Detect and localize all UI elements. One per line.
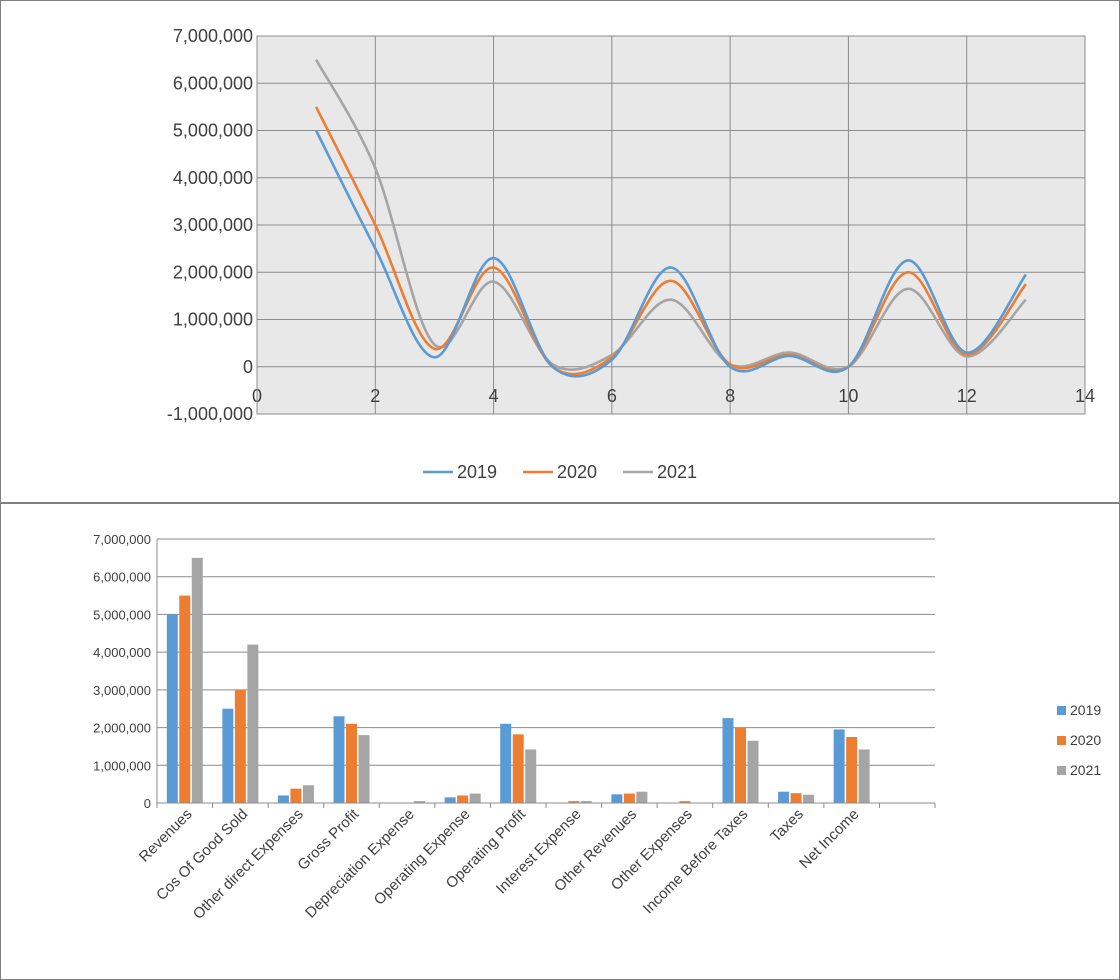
bar-2019-10 (722, 718, 734, 803)
bar-chart-panel: 0 1,000,000 2,000,000 3,000,000 4,000,000 5,0… (0, 503, 1120, 980)
y-tick-label: 4,000,000 (93, 645, 151, 660)
category-label: Revenues (136, 806, 196, 866)
bar-2021-12 (858, 749, 870, 803)
bar-2020-1 (234, 689, 246, 803)
category-label: Operating Expense (371, 806, 474, 909)
category-label: Other direct Expenses (190, 806, 307, 923)
bar-2019-8 (611, 794, 623, 803)
y-tick-label: 5,000,000 (173, 121, 253, 141)
x-tick-label: 4 (489, 386, 499, 406)
bar-2021-1 (247, 644, 259, 803)
bar-2020-9 (679, 801, 691, 803)
bar-2021-10 (747, 740, 759, 803)
bar-2021-4 (414, 801, 426, 803)
category-label: Net Income (796, 806, 862, 872)
bar-2019-11 (778, 791, 790, 803)
bar-2021-0 (191, 557, 203, 803)
legend-label-2019: 2019 (1070, 702, 1101, 718)
line-chart: -1,000,000 0 1,000,000 2,000,000 3,000,000 4,… (167, 26, 1095, 482)
x-tick-label: 2 (370, 386, 380, 406)
legend-swatch-2019 (1057, 706, 1066, 715)
legend-swatch-2021 (1057, 766, 1066, 775)
series-line-2020 (314, 106, 1027, 376)
category-label: Income Before Taxes (640, 806, 751, 917)
bar-2019-1 (222, 708, 234, 803)
bar-2020-10 (735, 727, 746, 803)
legend-label-2019: 2019 (457, 462, 497, 482)
bar-2019-12 (833, 729, 845, 803)
bar-2019-2 (277, 795, 289, 803)
bar-2021-11 (803, 794, 815, 803)
y-tick-label: 0 (144, 796, 151, 811)
bar-2020-7 (568, 801, 580, 803)
y-tick-label: 7,000,000 (173, 26, 253, 46)
y-tick-label: 3,000,000 (93, 683, 151, 698)
bar-2020-3 (346, 723, 357, 803)
bar-2021-5 (469, 793, 481, 803)
x-tick-label: 12 (957, 386, 977, 406)
y-tick-label: 7,000,000 (93, 532, 151, 547)
y-tick-label: 4,000,000 (173, 168, 253, 188)
y-tick-label: 1,000,000 (173, 310, 253, 330)
bar-2019-3 (333, 716, 345, 803)
bar-2021-8 (636, 791, 648, 803)
legend-label-2020: 2020 (1070, 732, 1101, 748)
y-tick-label: 6,000,000 (93, 570, 151, 585)
series-line-2019 (314, 129, 1027, 378)
bar-2020-0 (179, 595, 191, 803)
x-tick-label: 10 (838, 386, 858, 406)
bar-2021-3 (358, 735, 370, 803)
y-tick-label: 5,000,000 (93, 607, 151, 622)
bar-2019-0 (166, 614, 178, 803)
series-line-2021 (314, 58, 1027, 372)
legend-label-2021: 2021 (657, 462, 697, 482)
bar-2020-5 (457, 795, 469, 803)
y-tick-label: -1,000,000 (167, 404, 253, 424)
bar-chart: 0 1,000,000 2,000,000 3,000,000 4,000,000 5,0… (93, 532, 1101, 923)
bar-2019-5 (444, 797, 456, 803)
bar-2021-7 (580, 801, 592, 803)
y-tick-label: 0 (243, 357, 253, 377)
x-tick-label: 6 (607, 386, 617, 406)
bar-2019-6 (500, 723, 512, 803)
bar-2020-6 (512, 734, 524, 803)
y-tick-label: 6,000,000 (173, 73, 253, 93)
legend-label-2021: 2021 (1070, 762, 1101, 778)
legend-label-2020: 2020 (557, 462, 597, 482)
bar-2021-2 (302, 785, 314, 803)
y-tick-label: 2,000,000 (173, 262, 253, 282)
legend-swatch-2020 (1057, 736, 1066, 745)
category-label: Taxes (767, 806, 807, 846)
y-tick-label: 3,000,000 (173, 215, 253, 235)
y-tick-label: 1,000,000 (93, 758, 151, 773)
plot-border (256, 35, 1086, 415)
x-tick-label: 8 (725, 386, 735, 406)
line-chart-panel: -1,000,000 0 1,000,000 2,000,000 3,000,000 4,… (0, 0, 1120, 503)
bar-2021-6 (525, 749, 537, 803)
bar-2020-8 (623, 793, 635, 803)
bar-2020-2 (290, 788, 302, 803)
category-label: Depreciation Expense (302, 806, 418, 922)
y-tick-label: 2,000,000 (93, 721, 151, 736)
bar-2020-12 (846, 737, 858, 803)
bar-2020-11 (790, 793, 802, 803)
